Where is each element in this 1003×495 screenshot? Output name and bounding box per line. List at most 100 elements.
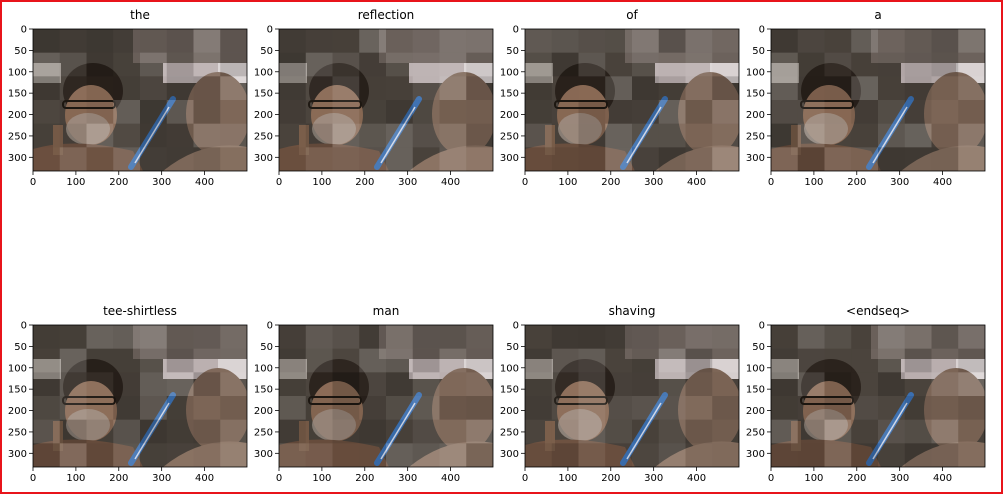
attention-cell: [605, 396, 632, 420]
attention-cell: [86, 100, 114, 124]
attention-cell: [851, 420, 878, 444]
attention-cell: [771, 100, 798, 124]
attention-cell: [33, 372, 60, 396]
attention-cell: [412, 419, 440, 444]
y-tick-label: 250: [8, 131, 27, 142]
panel-plot: 0 100 200 300 400 0 50 100 150 200 250 300: [254, 25, 494, 188]
attention-cell: [931, 396, 959, 420]
attention-cell: [386, 100, 413, 124]
panel-plot: 0 100 200 300 400 0 50 100 150 200 250 300: [500, 25, 740, 188]
attention-cell: [931, 443, 959, 467]
attention-cell: [824, 396, 852, 420]
attention-cell: [632, 348, 659, 373]
attention-cell: [166, 419, 194, 444]
attention-cell: [386, 52, 413, 77]
attention-cell: [878, 372, 905, 396]
y-tick-label: 100: [500, 67, 519, 78]
attention-cell: [878, 325, 905, 349]
x-tick-label: 0: [522, 177, 528, 188]
wall-region: [625, 325, 739, 359]
glasses: [554, 100, 608, 109]
panel-title: tee-shirtless: [103, 304, 177, 318]
attention-cell: [525, 100, 552, 124]
highlight-tile: [279, 63, 307, 83]
attention-cell: [658, 396, 686, 420]
attention-cell: [113, 325, 140, 349]
attention-cell: [904, 76, 932, 100]
attention-cell: [333, 29, 360, 53]
attention-cell: [797, 325, 825, 349]
attention-cell: [113, 419, 140, 444]
attention-cell: [412, 372, 440, 396]
panel-plot: 0 100 200 300 400 0 50 100 150 200 250 300: [8, 321, 248, 484]
attention-cell: [605, 53, 632, 77]
attention-cell: [386, 443, 413, 467]
x-tick-label: 200: [109, 177, 128, 188]
attention-cell: [605, 419, 632, 444]
y-tick-label: 150: [254, 385, 273, 396]
attention-cell: [958, 147, 985, 171]
y-tick-label: 0: [513, 25, 519, 36]
attention-cell: [220, 396, 247, 420]
attention-cell: [166, 147, 194, 171]
attention-cell: [279, 76, 306, 100]
attention-cell: [525, 420, 552, 444]
attention-cell: [771, 372, 798, 396]
attention-cell: [194, 349, 221, 373]
attention-cell: [632, 76, 659, 100]
attention-cell: [332, 76, 360, 100]
attention-cell: [931, 76, 959, 100]
attention-cell: [771, 76, 798, 100]
x-tick-label: 400: [687, 177, 706, 188]
attention-cell: [632, 147, 659, 171]
attention-cell: [193, 76, 221, 100]
attention-cell: [86, 419, 114, 444]
attention-cell: [305, 325, 333, 349]
highlight-tile: [771, 359, 799, 379]
glasses: [308, 396, 362, 405]
glasses: [800, 100, 854, 109]
plot-border: [770, 324, 986, 468]
panel-plot: 0 100 200 300 400 0 50 100 150 200 250 300: [8, 25, 248, 188]
y-tick-label: 200: [746, 110, 765, 121]
man-hand: [299, 421, 309, 451]
attention-cell: [578, 100, 606, 124]
attention-cell: [878, 52, 905, 77]
photo-image: [279, 29, 493, 171]
attention-cell: [771, 52, 798, 77]
attention-cell: [605, 123, 632, 148]
attention-cell: [439, 29, 467, 53]
attention-cell: [552, 396, 579, 420]
wall-region: [625, 29, 739, 63]
glasses: [308, 100, 362, 109]
attention-cell: [86, 52, 114, 77]
attention-cell: [904, 396, 932, 420]
panel-plot: 0 100 200 300 400 0 50 100 150 200 250 300: [746, 25, 986, 188]
highlight-tile: [279, 359, 307, 379]
reflection-shoulder: [163, 441, 247, 467]
attention-cell: [686, 396, 713, 420]
attention-cell: [386, 147, 413, 171]
attention-cell: [33, 76, 60, 100]
panel-title: the: [130, 8, 150, 22]
attention-cell: [551, 52, 579, 77]
attention-cell: [113, 372, 140, 396]
attention-cell: [904, 29, 932, 53]
razor-highlight: [134, 402, 170, 460]
attention-cell: [87, 396, 114, 420]
x-tick-label: 400: [933, 473, 952, 484]
attention-cell: [359, 372, 386, 396]
x-tick-label: 100: [312, 473, 331, 484]
attention-cell: [712, 372, 739, 396]
y-tick-label: 200: [746, 406, 765, 417]
attention-cell: [771, 443, 798, 467]
plot-border: [32, 324, 248, 468]
y-tick-label: 50: [752, 342, 765, 353]
plot-border: [278, 28, 494, 172]
attention-cell: [797, 52, 825, 77]
attention-cell: [958, 100, 985, 124]
attention-cell: [220, 123, 247, 148]
attention-cell: [59, 372, 87, 396]
attention-cell: [113, 53, 140, 77]
y-tick-label: 100: [254, 363, 273, 374]
